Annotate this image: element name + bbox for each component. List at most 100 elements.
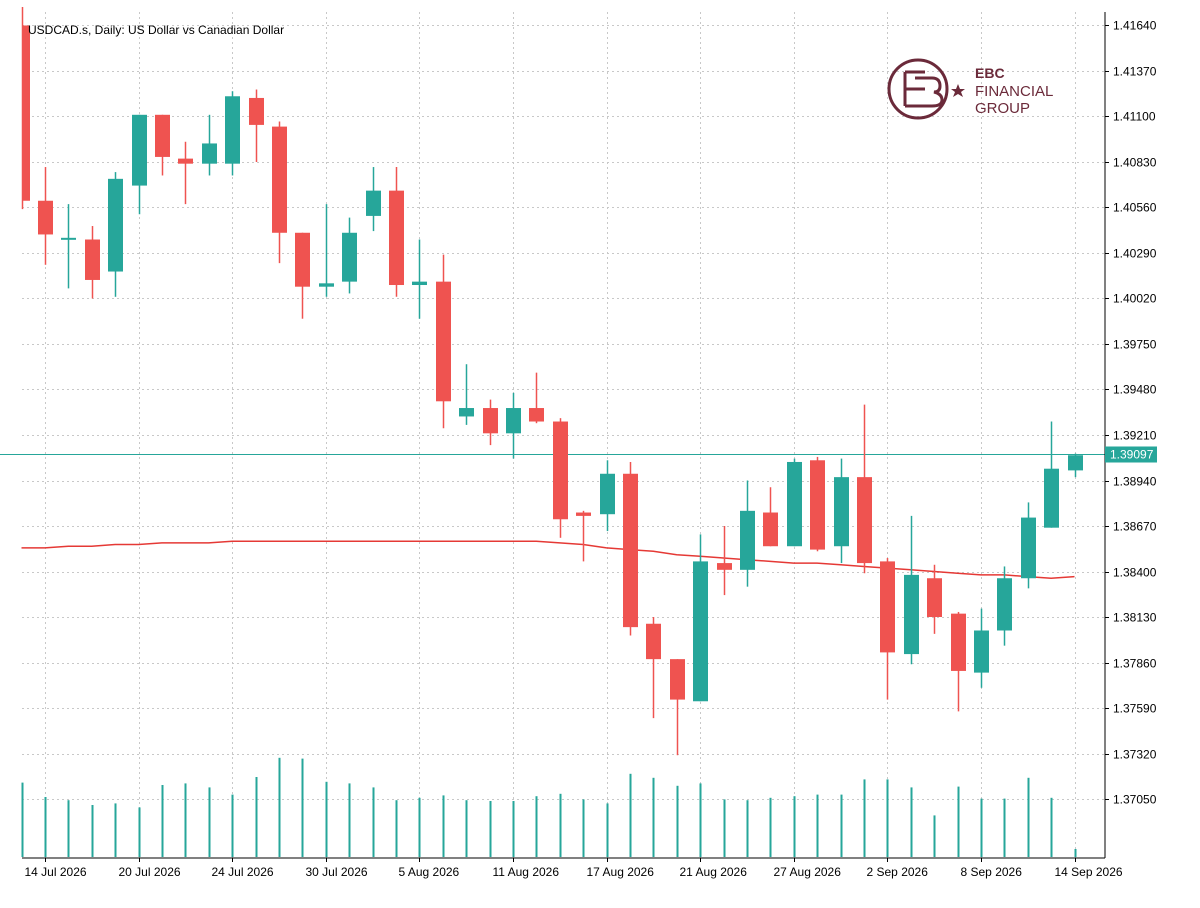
- x-tick-label: 17 Aug 2026: [587, 865, 655, 879]
- bull-candle: [997, 566, 1012, 646]
- ma-line: [21, 540, 1075, 579]
- candle-body: [740, 510, 755, 570]
- candle-body: [272, 126, 287, 233]
- bear-candle: [646, 617, 661, 719]
- x-tick-label: 2 Sep 2026: [867, 865, 929, 879]
- y-tick-label: 1.41640: [1113, 19, 1157, 33]
- current-price-tag: 1.39097: [1105, 446, 1157, 463]
- volume-bars: [21, 757, 1077, 857]
- bear-candle: [623, 461, 638, 636]
- ebc-logo: EBC FINANCIAL GROUP: [887, 58, 1053, 120]
- x-tick-label: 14 Jul 2026: [25, 865, 87, 879]
- bear-candle: [529, 372, 544, 424]
- candle-body: [202, 143, 217, 164]
- bull-candle: [600, 460, 615, 532]
- candle-body: [295, 232, 310, 287]
- y-tick-label: 1.38130: [1113, 611, 1157, 625]
- y-tick-label: 1.38670: [1113, 520, 1157, 534]
- bear-candle: [857, 404, 872, 574]
- y-tick-label: 1.40830: [1113, 156, 1157, 170]
- candle-body: [951, 613, 966, 671]
- candle-body: [389, 190, 404, 286]
- candle-body: [459, 408, 474, 417]
- y-tick-label: 1.37050: [1113, 793, 1157, 807]
- bear-candle: [436, 254, 451, 429]
- candle-body: [506, 408, 521, 434]
- bear-candle: [483, 399, 498, 446]
- bear-candle: [21, 6, 30, 210]
- bull-candle: [132, 114, 147, 215]
- x-tick-label: 5 Aug 2026: [399, 865, 460, 879]
- candle-body: [412, 281, 427, 286]
- logo-lettering: EBC: [975, 65, 1005, 81]
- y-axis-ticks: 1.41640 1.41370 1.41100 1.40830 1.40560 1.402…: [1105, 19, 1157, 807]
- candle-body: [483, 408, 498, 434]
- bear-candle: [576, 510, 591, 562]
- candles: [21, 6, 1083, 756]
- candle-body: [436, 281, 451, 402]
- bull-candle: [202, 114, 217, 176]
- candle-body: [576, 512, 591, 516]
- candle-body: [22, 25, 30, 201]
- y-tick-label: 1.39480: [1113, 383, 1157, 397]
- price-tag-box: [1105, 446, 1157, 463]
- candle-body: [857, 477, 872, 564]
- candle-body: [600, 473, 615, 515]
- candle-body: [529, 408, 544, 422]
- bull-candle: [108, 172, 123, 297]
- candle-body: [108, 178, 123, 272]
- x-tick-label: 20 Jul 2026: [119, 865, 181, 879]
- bear-candle: [763, 487, 778, 547]
- candle-body: [178, 158, 193, 164]
- bear-candle: [717, 526, 732, 596]
- candle-body: [997, 578, 1012, 631]
- bull-candle: [740, 480, 755, 587]
- bear-candle: [880, 558, 895, 700]
- y-tick-label: 1.39210: [1113, 429, 1157, 443]
- x-axis-ticks: 14 Jul 2026 20 Jul 2026 24 Jul 2026 30 Jul …: [25, 858, 1123, 879]
- x-tick-label: 30 Jul 2026: [306, 865, 368, 879]
- bull-candle: [459, 364, 474, 425]
- candle-body: [623, 473, 638, 628]
- x-tick-label: 27 Aug 2026: [774, 865, 842, 879]
- candle-body: [1044, 468, 1059, 528]
- bull-candle: [412, 239, 427, 319]
- candle-body: [974, 630, 989, 673]
- y-tick-label: 1.41100: [1113, 110, 1156, 124]
- bear-candle: [927, 564, 942, 634]
- candle-body: [834, 477, 849, 547]
- candle-body: [155, 114, 170, 157]
- bear-candle: [85, 226, 100, 299]
- bull-candle: [506, 392, 521, 459]
- y-tick-label: 1.39750: [1113, 338, 1157, 352]
- bull-candle: [1021, 502, 1036, 589]
- candle-body: [787, 461, 802, 547]
- bull-candle: [1068, 453, 1083, 478]
- candle-body: [693, 561, 708, 702]
- bear-candle: [553, 418, 568, 538]
- y-tick-label: 1.40020: [1113, 292, 1157, 306]
- moving-average: [21, 540, 1075, 579]
- y-tick-label: 1.37860: [1113, 657, 1157, 671]
- bull-candle: [787, 458, 802, 547]
- x-tick-label: 14 Sep 2026: [1055, 865, 1123, 879]
- bull-candle: [366, 167, 381, 232]
- bull-candle: [1044, 421, 1059, 528]
- candle-body: [38, 200, 53, 235]
- candle-body: [225, 96, 240, 164]
- candle-body: [763, 512, 778, 547]
- bull-candle: [834, 458, 849, 564]
- candle-body: [132, 114, 147, 186]
- candle-body: [927, 578, 942, 618]
- y-tick-label: 1.38400: [1113, 566, 1157, 580]
- candle-body: [810, 460, 825, 550]
- bear-candle: [670, 659, 685, 756]
- candle-body: [717, 563, 732, 570]
- ebc-logo-mark-icon: [887, 58, 965, 120]
- logo-lettering: FINANCIAL: [975, 83, 1053, 100]
- bear-candle: [272, 121, 287, 264]
- bull-candle: [974, 608, 989, 688]
- candle-body: [61, 237, 76, 240]
